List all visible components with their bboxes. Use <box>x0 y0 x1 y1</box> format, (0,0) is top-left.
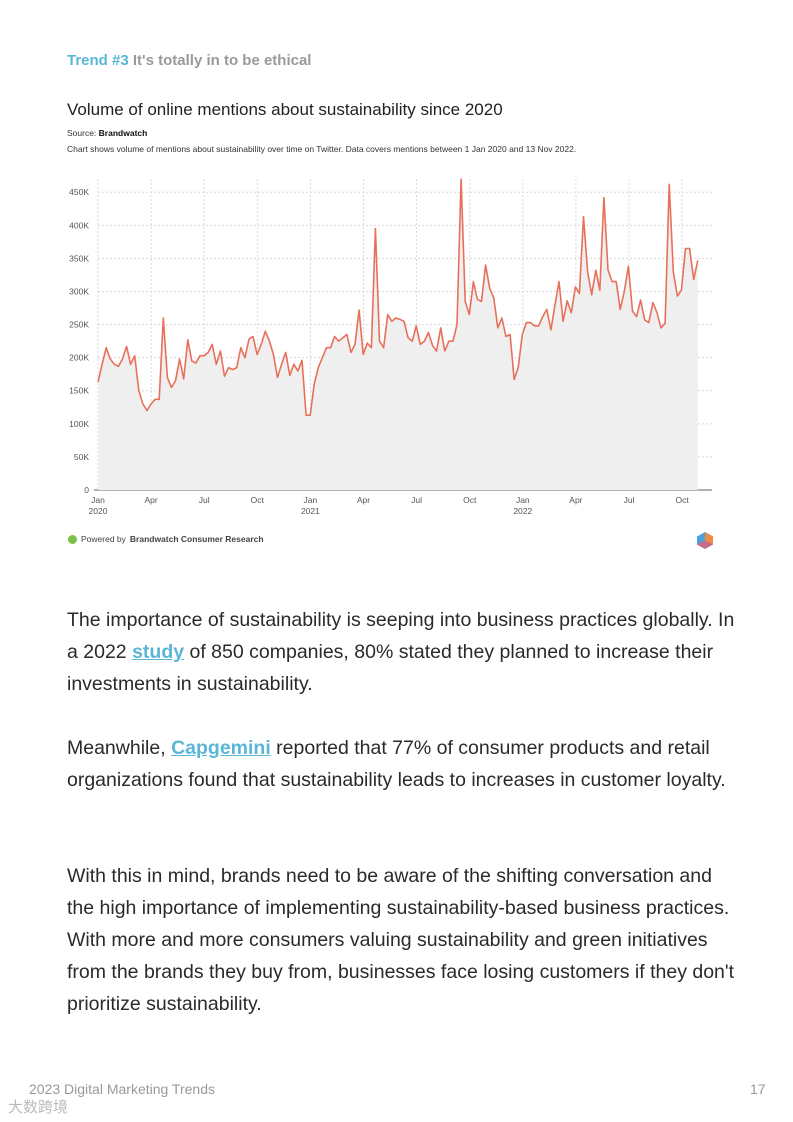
chart-source: Source: Brandwatch <box>67 128 147 138</box>
x-tick-year: 2022 <box>513 506 532 516</box>
paragraph-2: Meanwhile, Capgemini reported that 77% o… <box>67 732 737 796</box>
text: reported that 77% of consumer products a… <box>67 737 726 791</box>
footer-title: 2023 Digital Marketing Trends <box>29 1081 215 1097</box>
series-line <box>97 178 699 416</box>
watermark: 大数跨境 <box>8 1099 69 1116</box>
y-tick-label: 150K <box>69 386 89 396</box>
trend-number: Trend #3 <box>67 52 129 69</box>
trend-title: It's totally in to be ethical <box>132 52 312 69</box>
text: of 850 companies, 80% stated they planne… <box>67 641 714 695</box>
y-tick-label: 0 <box>84 485 89 495</box>
section-heading: Trend #3 It's totally in to be ethical <box>67 52 311 69</box>
y-tick-label: 200K <box>69 353 89 363</box>
y-tick-label: 350K <box>69 253 89 263</box>
brandwatch-logo-icon <box>697 532 713 549</box>
x-tick-label: Apr <box>569 495 582 505</box>
x-tick-label: Apr <box>144 495 157 505</box>
x-tick-label: Jul <box>199 495 210 505</box>
text: The importance of sustainability is seep… <box>67 609 735 663</box>
x-tick-label: Oct <box>251 495 265 505</box>
x-tick-label: Jan <box>91 495 105 505</box>
green-dot-icon <box>68 534 77 544</box>
capgemini-link[interactable]: Capgemini <box>171 737 271 759</box>
powered-brand: Brandwatch Consumer Research <box>129 534 264 544</box>
x-tick-label: Jan <box>516 495 530 505</box>
y-tick-label: 250K <box>69 320 89 330</box>
area-fill <box>98 179 698 490</box>
y-tick-label: 100K <box>69 419 89 429</box>
x-tick-label: Jul <box>411 495 422 505</box>
y-tick-label: 450K <box>69 187 89 197</box>
x-tick-label: Jan <box>304 495 318 505</box>
chart-title: Volume of online mentions about sustaina… <box>67 100 503 119</box>
x-tick-label: Oct <box>675 495 689 505</box>
x-tick-label: Jul <box>624 495 635 505</box>
page-number: 17 <box>750 1081 766 1097</box>
text: Meanwhile, <box>67 737 172 759</box>
x-tick-year: 2021 <box>301 506 320 516</box>
area-chart: 050K100K150K200K250K300K350K400K450KJan2… <box>69 178 712 516</box>
source-name: Brandwatch <box>98 128 148 138</box>
powered-prefix: Powered by <box>81 534 126 544</box>
x-tick-label: Oct <box>463 495 477 505</box>
chart-description: Chart shows volume of mentions about sus… <box>67 144 577 154</box>
y-tick-label: 300K <box>69 286 89 296</box>
y-tick-label: 50K <box>74 452 89 462</box>
x-tick-year: 2020 <box>89 506 108 516</box>
paragraph-3: With this in mind, brands need to be awa… <box>67 865 735 1015</box>
powered-by: Powered by Brandwatch Consumer Research <box>68 534 264 544</box>
study-link[interactable]: study <box>132 641 185 663</box>
source-label: Source: <box>67 128 97 138</box>
y-tick-label: 400K <box>69 220 89 230</box>
x-tick-label: Apr <box>357 495 370 505</box>
paragraph-1: The importance of sustainability is seep… <box>67 604 737 700</box>
